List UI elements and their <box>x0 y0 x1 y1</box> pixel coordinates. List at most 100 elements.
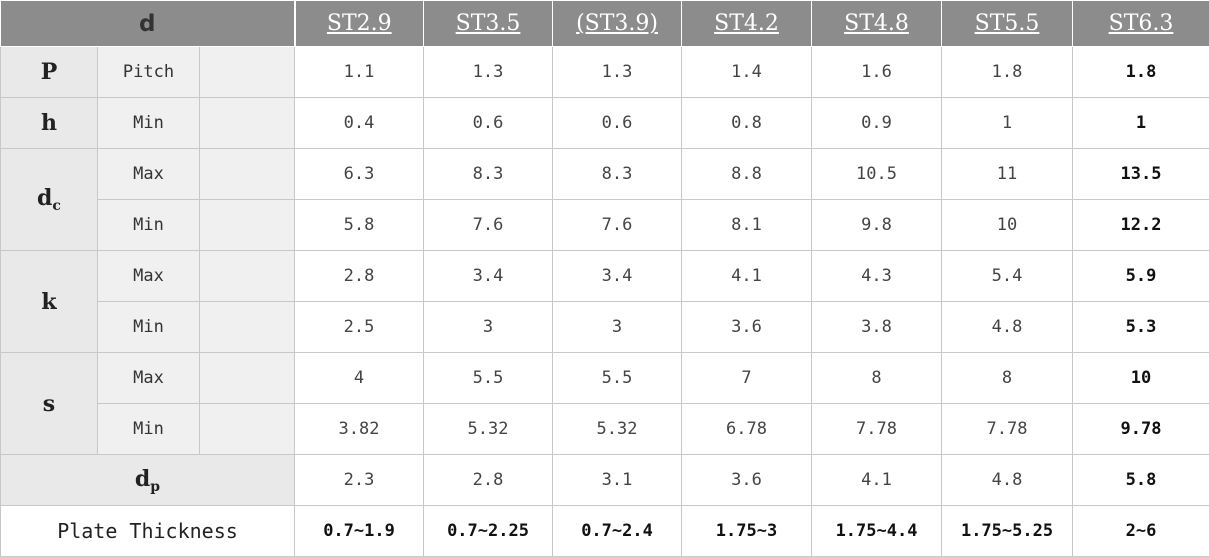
value-cell: 3.8 <box>812 302 942 353</box>
value-cell: 8 <box>812 353 942 404</box>
value-cell: 10 <box>1073 353 1209 404</box>
value-cell: 1.8 <box>942 47 1073 98</box>
value-cell: 5.9 <box>1073 251 1209 302</box>
value-cell: 2~6 <box>1073 506 1209 557</box>
value-cell: 4.8 <box>942 302 1073 353</box>
table-row-pitch: P Pitch 1.1 1.3 1.3 1.4 1.6 1.8 1.8 <box>1 47 1209 98</box>
value-cell: 1.8 <box>1073 47 1209 98</box>
value-cell: 7.6 <box>424 200 553 251</box>
value-cell: 8.8 <box>682 149 812 200</box>
value-cell: 2.8 <box>295 251 424 302</box>
value-cell: 0.8 <box>682 98 812 149</box>
value-cell: 1.75~3 <box>682 506 812 557</box>
sub-label: Min <box>98 302 200 353</box>
value-cell: 9.78 <box>1073 404 1209 455</box>
value-cell: 5.5 <box>424 353 553 404</box>
plate-thickness-label: Plate Thickness <box>1 506 295 557</box>
value-cell: 7.78 <box>942 404 1073 455</box>
value-cell: 0.6 <box>553 98 682 149</box>
value-cell: 13.5 <box>1073 149 1209 200</box>
value-cell: 3.1 <box>553 455 682 506</box>
value-cell: 2.5 <box>295 302 424 353</box>
table-row-plate-thickness: Plate Thickness 0.7~1.9 0.7~2.25 0.7~2.4… <box>1 506 1209 557</box>
value-cell: 4.3 <box>812 251 942 302</box>
value-cell: 4.1 <box>812 455 942 506</box>
size-header-st2-9: ST2.9 <box>295 1 424 47</box>
value-cell: 1.3 <box>553 47 682 98</box>
value-cell: 3 <box>553 302 682 353</box>
value-cell: 3.4 <box>424 251 553 302</box>
sub-label: Max <box>98 251 200 302</box>
value-cell: 1.1 <box>295 47 424 98</box>
table-row-dp: dp 2.3 2.8 3.1 3.6 4.1 4.8 5.8 <box>1 455 1209 506</box>
sub-label: Max <box>98 149 200 200</box>
value-cell: 10.5 <box>812 149 942 200</box>
value-cell: 7 <box>682 353 812 404</box>
value-cell: 1.3 <box>424 47 553 98</box>
value-cell: 5.32 <box>553 404 682 455</box>
size-header-st4-8: ST4.8 <box>812 1 942 47</box>
table-row-dc-min: Min 5.8 7.6 7.6 8.1 9.8 10 12.2 <box>1 200 1209 251</box>
table-row-k-max: k Max 2.8 3.4 3.4 4.1 4.3 5.4 5.9 <box>1 251 1209 302</box>
value-cell: 1 <box>1073 98 1209 149</box>
value-cell: 1.4 <box>682 47 812 98</box>
blank-cell <box>200 302 295 353</box>
value-cell: 3.82 <box>295 404 424 455</box>
value-cell: 11 <box>942 149 1073 200</box>
param-label: dp <box>1 455 295 506</box>
param-label: k <box>1 251 98 353</box>
value-cell: 3.6 <box>682 455 812 506</box>
size-header-st3-9: (ST3.9) <box>553 1 682 47</box>
value-cell: 7.6 <box>553 200 682 251</box>
value-cell: 0.4 <box>295 98 424 149</box>
size-header-st3-5: ST3.5 <box>424 1 553 47</box>
table-row-s-min: Min 3.82 5.32 5.32 6.78 7.78 7.78 9.78 <box>1 404 1209 455</box>
blank-cell <box>200 353 295 404</box>
param-subscript: p <box>150 479 160 495</box>
blank-cell <box>200 47 295 98</box>
value-cell: 6.78 <box>682 404 812 455</box>
size-header-st4-2: ST4.2 <box>682 1 812 47</box>
value-cell: 1.75~5.25 <box>942 506 1073 557</box>
blank-cell <box>200 149 295 200</box>
value-cell: 6.3 <box>295 149 424 200</box>
value-cell: 7.78 <box>812 404 942 455</box>
value-cell: 4.1 <box>682 251 812 302</box>
value-cell: 0.6 <box>424 98 553 149</box>
value-cell: 1 <box>942 98 1073 149</box>
header-row: d ST2.9 ST3.5 (ST3.9) ST4.2 ST4.8 ST5.5 … <box>1 1 1209 47</box>
value-cell: 8.1 <box>682 200 812 251</box>
sub-label: Max <box>98 353 200 404</box>
param-label: dc <box>1 149 98 251</box>
table-row-h: h Min 0.4 0.6 0.6 0.8 0.9 1 1 <box>1 98 1209 149</box>
value-cell: 12.2 <box>1073 200 1209 251</box>
value-cell: 5.4 <box>942 251 1073 302</box>
blank-cell <box>200 404 295 455</box>
sub-label: Min <box>98 404 200 455</box>
value-cell: 8.3 <box>424 149 553 200</box>
value-cell: 10 <box>942 200 1073 251</box>
value-cell: 3.6 <box>682 302 812 353</box>
value-cell: 5.8 <box>295 200 424 251</box>
value-cell: 0.7~2.25 <box>424 506 553 557</box>
value-cell: 3.4 <box>553 251 682 302</box>
param-label: h <box>1 98 98 149</box>
value-cell: 1.75~4.4 <box>812 506 942 557</box>
value-cell: 2.3 <box>295 455 424 506</box>
value-cell: 8.3 <box>553 149 682 200</box>
value-cell: 5.8 <box>1073 455 1209 506</box>
blank-cell <box>200 98 295 149</box>
value-cell: 8 <box>942 353 1073 404</box>
value-cell: 0.7~2.4 <box>553 506 682 557</box>
value-cell: 5.32 <box>424 404 553 455</box>
size-header-st6-3: ST6.3 <box>1073 1 1209 47</box>
table-row-k-min: Min 2.5 3 3 3.6 3.8 4.8 5.3 <box>1 302 1209 353</box>
param-label: s <box>1 353 98 455</box>
value-cell: 4 <box>295 353 424 404</box>
blank-cell <box>200 200 295 251</box>
param-symbol: d <box>135 466 150 492</box>
value-cell: 9.8 <box>812 200 942 251</box>
value-cell: 4.8 <box>942 455 1073 506</box>
sub-label: Min <box>98 98 200 149</box>
